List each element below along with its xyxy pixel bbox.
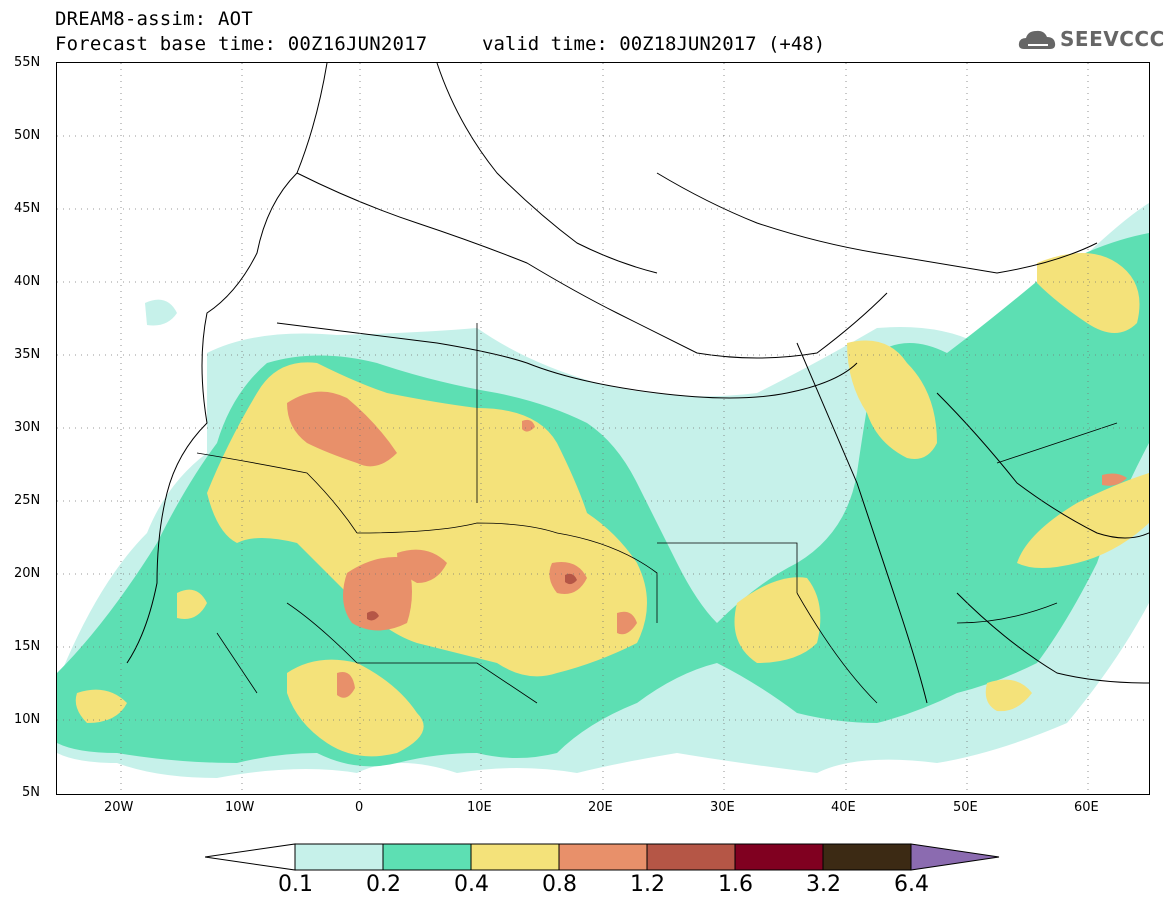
colorbar-swatch-5 <box>734 843 824 871</box>
colorbar-label: 0.1 <box>278 872 313 897</box>
lat-label: 5N <box>22 785 40 800</box>
lon-label: 10E <box>467 800 492 815</box>
forecast-base-time: Forecast base time: 00Z16JUN2017 <box>55 33 428 55</box>
colorbar-swatch-0 <box>294 843 384 871</box>
valid-time: valid time: 00Z18JUN2017 (+48) <box>482 33 826 55</box>
lon-label: 30E <box>710 800 735 815</box>
colorbar-label: 1.6 <box>718 872 753 897</box>
lon-label: 10W <box>225 800 255 815</box>
colorbar-label: 0.4 <box>454 872 489 897</box>
colorbar-swatch-4 <box>646 843 736 871</box>
political-borders <box>196 322 1118 704</box>
colorbar-label: 3.2 <box>806 872 841 897</box>
lat-label: 50N <box>14 128 41 143</box>
colorbar-swatch-2 <box>470 843 560 871</box>
aot-map <box>56 62 1150 795</box>
lat-label: 55N <box>14 55 41 70</box>
colorbar-over-arrow <box>910 843 1000 871</box>
lon-label: 0 <box>355 800 364 815</box>
colorbar-label: 0.8 <box>542 872 577 897</box>
logo-text: SEEVCCC <box>1060 27 1165 51</box>
lat-label: 35N <box>14 347 41 362</box>
lon-label: 20E <box>588 800 613 815</box>
map-canvas <box>57 63 1149 794</box>
colorbar-label: 1.2 <box>630 872 665 897</box>
lat-label: 25N <box>14 493 41 508</box>
colorbar <box>205 843 1000 871</box>
lat-label: 30N <box>14 420 41 435</box>
lon-label: 20W <box>104 800 134 815</box>
aot-level-0-4 <box>75 253 1149 757</box>
colorbar-under-arrow <box>205 843 296 871</box>
colorbar-swatch-1 <box>382 843 472 871</box>
cloud-logo-icon <box>1018 30 1056 49</box>
lat-label: 20N <box>14 566 41 581</box>
aot-level-1-2 <box>367 573 577 621</box>
lon-label: 60E <box>1074 800 1099 815</box>
coastlines <box>126 63 1149 704</box>
colorbar-label: 6.4 <box>894 872 929 897</box>
colorbar-swatch-6 <box>822 843 912 871</box>
colorbar-swatch-3 <box>558 843 648 871</box>
aot-level-0-8 <box>287 391 1127 698</box>
lat-label: 10N <box>14 712 41 727</box>
lon-label: 40E <box>831 800 856 815</box>
lon-label: 50E <box>953 800 978 815</box>
colorbar-label: 0.2 <box>366 872 401 897</box>
grid <box>57 63 1149 794</box>
lat-label: 45N <box>14 201 41 216</box>
model-title: DREAM8-assim: AOT <box>55 8 253 30</box>
lat-label: 15N <box>14 639 41 654</box>
lat-label: 40N <box>14 274 41 289</box>
